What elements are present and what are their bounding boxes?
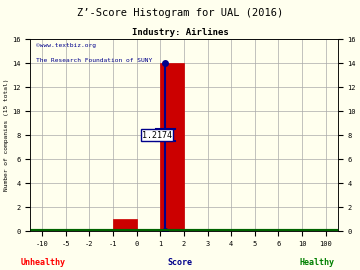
- Text: 1.2174: 1.2174: [142, 131, 172, 140]
- Text: Unhealthy: Unhealthy: [21, 258, 66, 267]
- Bar: [160, 63, 184, 231]
- Text: Industry: Airlines: Industry: Airlines: [132, 28, 228, 37]
- Y-axis label: Number of companies (15 total): Number of companies (15 total): [4, 79, 9, 191]
- Text: Healthy: Healthy: [299, 258, 334, 267]
- Bar: [113, 219, 136, 231]
- Text: ©www.textbiz.org: ©www.textbiz.org: [36, 43, 96, 48]
- Text: Score: Score: [167, 258, 193, 267]
- Text: The Research Foundation of SUNY: The Research Foundation of SUNY: [36, 58, 153, 63]
- Text: Z’-Score Histogram for UAL (2016): Z’-Score Histogram for UAL (2016): [77, 8, 283, 18]
